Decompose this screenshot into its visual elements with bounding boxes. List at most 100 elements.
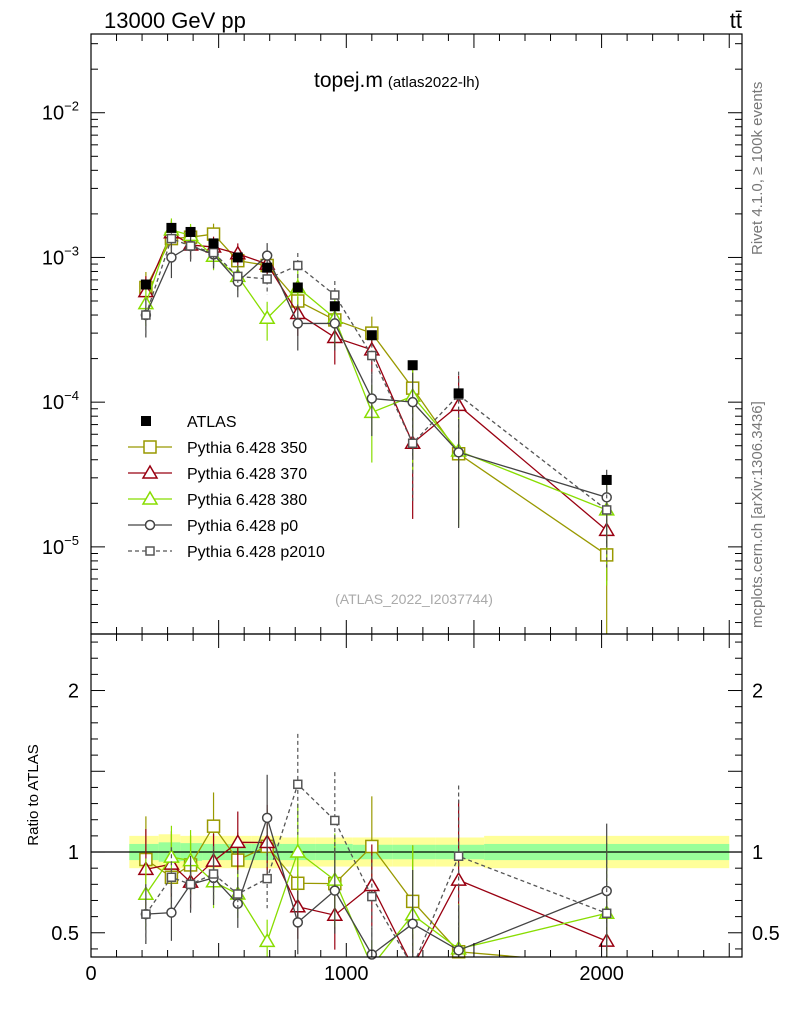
data-point [407,360,418,371]
data-layer [140,222,612,485]
x-tick-label: 2000 [579,963,624,985]
y-tick-label-base: 10 [42,392,64,414]
series-ratio-marker [141,909,151,919]
data-point [166,222,177,233]
series-ratio-marker [208,869,219,879]
series-marker [366,393,378,404]
data-point [329,301,340,312]
data-point [140,279,151,290]
legend-entry: Pythia 6.428 380 [128,490,307,509]
legend-label: Pythia 6.428 p2010 [187,544,325,561]
legend-entry: ATLAS [141,414,237,431]
ratio-tick-label-right: 0.5 [752,923,780,945]
legend-label: ATLAS [187,414,237,431]
ratio-tick-label: 0.5 [51,923,79,945]
series-line [145,231,608,531]
series-marker [166,252,177,263]
data-point [453,388,464,399]
ratio-tick-label-right: 2 [752,681,763,703]
series-ratio-marker [262,873,272,884]
series-ratio-line [145,783,607,957]
series-ratio-group [145,783,607,957]
series-marker [258,309,276,325]
series-layer [137,218,615,960]
series-marker [407,396,418,408]
ratio-tick-label: 1 [68,842,79,864]
series-marker [233,271,243,282]
series-marker [329,318,341,329]
legend-marker [143,440,157,454]
axis-ticks: 10−210−310−410−52 21 10.5 0.50 1000 2000 [42,34,780,985]
legend-label: Pythia 6.428 380 [187,492,307,509]
y-tick-label-base: 10 [42,103,64,125]
series-marker [293,260,303,271]
series-ratio-marker [292,917,304,928]
y-tick-label-exponent: −2 [64,99,79,114]
y-tick-label: 10−3 [42,243,79,269]
legend-marker [144,519,156,531]
y-tick-label-exponent: −5 [64,533,79,548]
series-marker [407,438,418,449]
plot-title-sub: (atlas2022-lh) [388,74,480,91]
legend-marker [141,464,159,479]
analysis-id: (ATLAS_2022_I2037744) [335,591,493,607]
series-ratio-marker [330,815,340,826]
data-point [292,282,303,293]
legend-entry: Pythia 6.428 p2010 [128,544,325,561]
x-tick-label: 1000 [324,963,369,985]
series-marker [262,274,272,284]
series-ratio-marker [261,812,273,824]
series-marker [208,247,219,258]
series-marker [261,250,273,261]
mcplots-label: mcplots.cern.ch [arXiv:1306.3436] [749,401,766,628]
series-ratio-marker [258,932,276,948]
legend-marker [141,490,159,505]
series-line [145,237,608,511]
legend-label: Pythia 6.428 350 [187,440,307,457]
series-ratio-marker [293,779,303,790]
data-point [601,474,612,485]
legend-marker [141,416,151,426]
data-point [208,238,219,249]
legend-entry: Pythia 6.428 350 [128,440,307,457]
series-ratio-marker [166,872,177,883]
series-marker [185,241,196,251]
series-ratio-marker [367,891,377,902]
series-ratio-marker [185,879,196,890]
data-point [366,330,377,341]
legend-label: Pythia 6.428 370 [187,466,307,483]
process-label: 13000 GeV pp [104,8,246,33]
series-ratio-marker [289,843,307,858]
series-ratio-group [145,850,607,957]
series-ratio-marker [601,908,612,919]
series-ratio-marker [329,885,341,896]
series-ratio-marker [453,851,464,861]
series-line [145,245,607,498]
series-marker [141,310,151,320]
legend-entry: Pythia 6.428 p0 [128,518,298,535]
series-ratio-marker [206,819,221,833]
series-marker [330,290,340,300]
ratio-tick-label-right: 1 [752,842,763,864]
y-tick-label-exponent: −3 [64,243,79,258]
series-marker [601,505,612,515]
ratio-tick-label: 2 [68,681,79,703]
y-tick-label: 10−4 [42,388,79,414]
axes-frame [90,33,743,958]
y-tick-label-base: 10 [42,537,64,559]
series-ratio-marker [453,945,464,956]
series-ratio-marker [166,907,177,918]
series-ratio-marker [407,918,418,930]
series-marker [367,350,377,361]
x-tick-label: 0 [85,963,96,985]
series-ratio-marker [229,833,247,849]
y-tick-label-exponent: −4 [64,388,79,403]
data-point [232,252,243,263]
ratio-ylabel: Ratio to ATLAS [25,744,42,845]
legend-label: Pythia 6.428 p0 [187,518,298,535]
data-point [185,226,196,237]
data-point [262,262,273,273]
series-marker [292,318,304,329]
series-ratio-line [145,850,607,957]
y-tick-label: 10−2 [42,99,79,125]
